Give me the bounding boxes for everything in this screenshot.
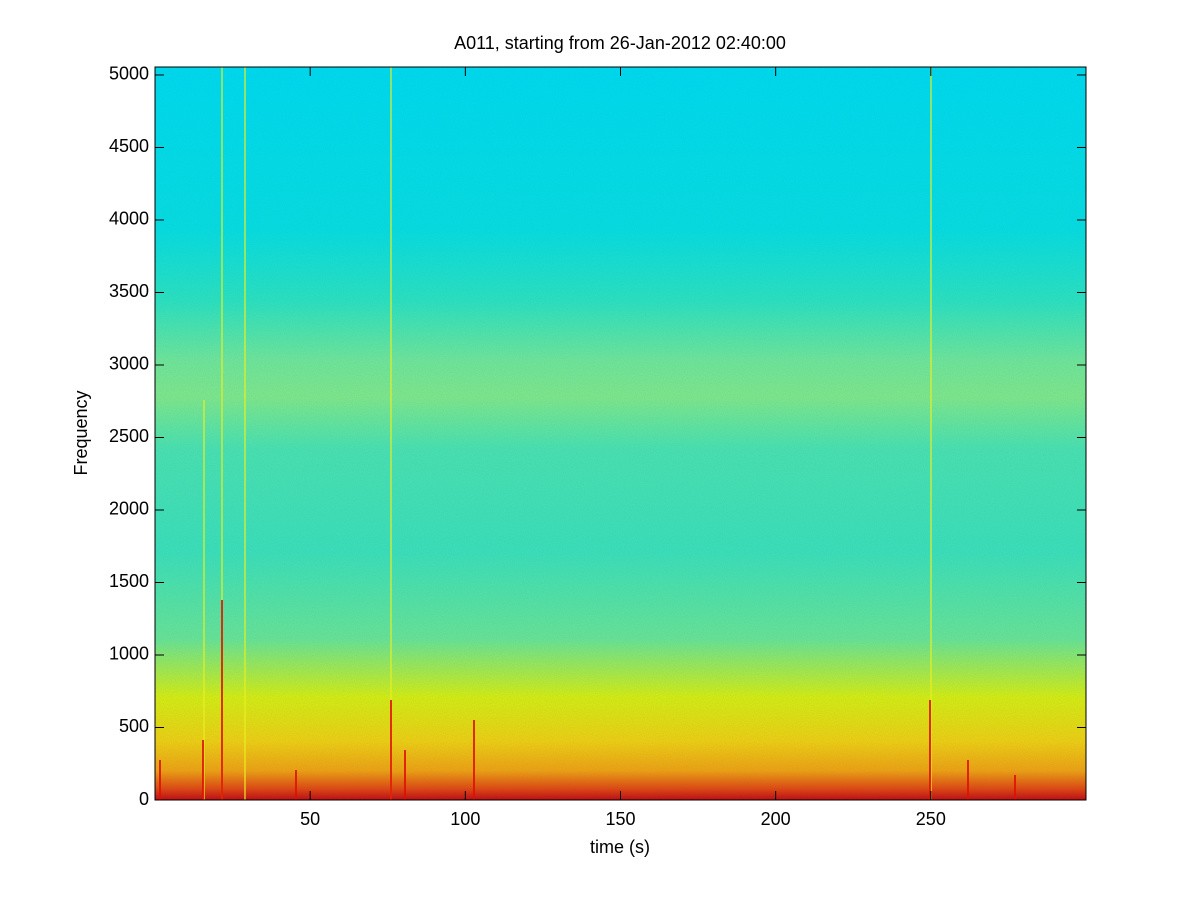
x-tick-label: 100	[450, 809, 480, 829]
x-tick-label: 250	[916, 809, 946, 829]
y-tick-label: 0	[139, 789, 149, 809]
y-tick-label: 2000	[109, 499, 149, 519]
y-tick-label: 1500	[109, 571, 149, 591]
chart-title: A011, starting from 26-Jan-2012 02:40:00	[454, 33, 786, 53]
y-tick-label: 3500	[109, 281, 149, 301]
y-tick-label: 500	[119, 716, 149, 736]
y-tick-label: 2500	[109, 426, 149, 446]
y-tick-label: 3000	[109, 354, 149, 374]
x-tick-label: 50	[300, 809, 320, 829]
y-tick-label: 1000	[109, 644, 149, 664]
y-tick-label: 4000	[109, 209, 149, 229]
y-tick-label: 4500	[109, 136, 149, 156]
spectrogram-image	[155, 67, 1086, 800]
y-axis-label: Frequency	[71, 390, 91, 475]
y-tick-label: 5000	[109, 64, 149, 84]
x-axis-label: time (s)	[590, 837, 650, 857]
x-tick-label: 200	[761, 809, 791, 829]
x-tick-label: 150	[605, 809, 635, 829]
